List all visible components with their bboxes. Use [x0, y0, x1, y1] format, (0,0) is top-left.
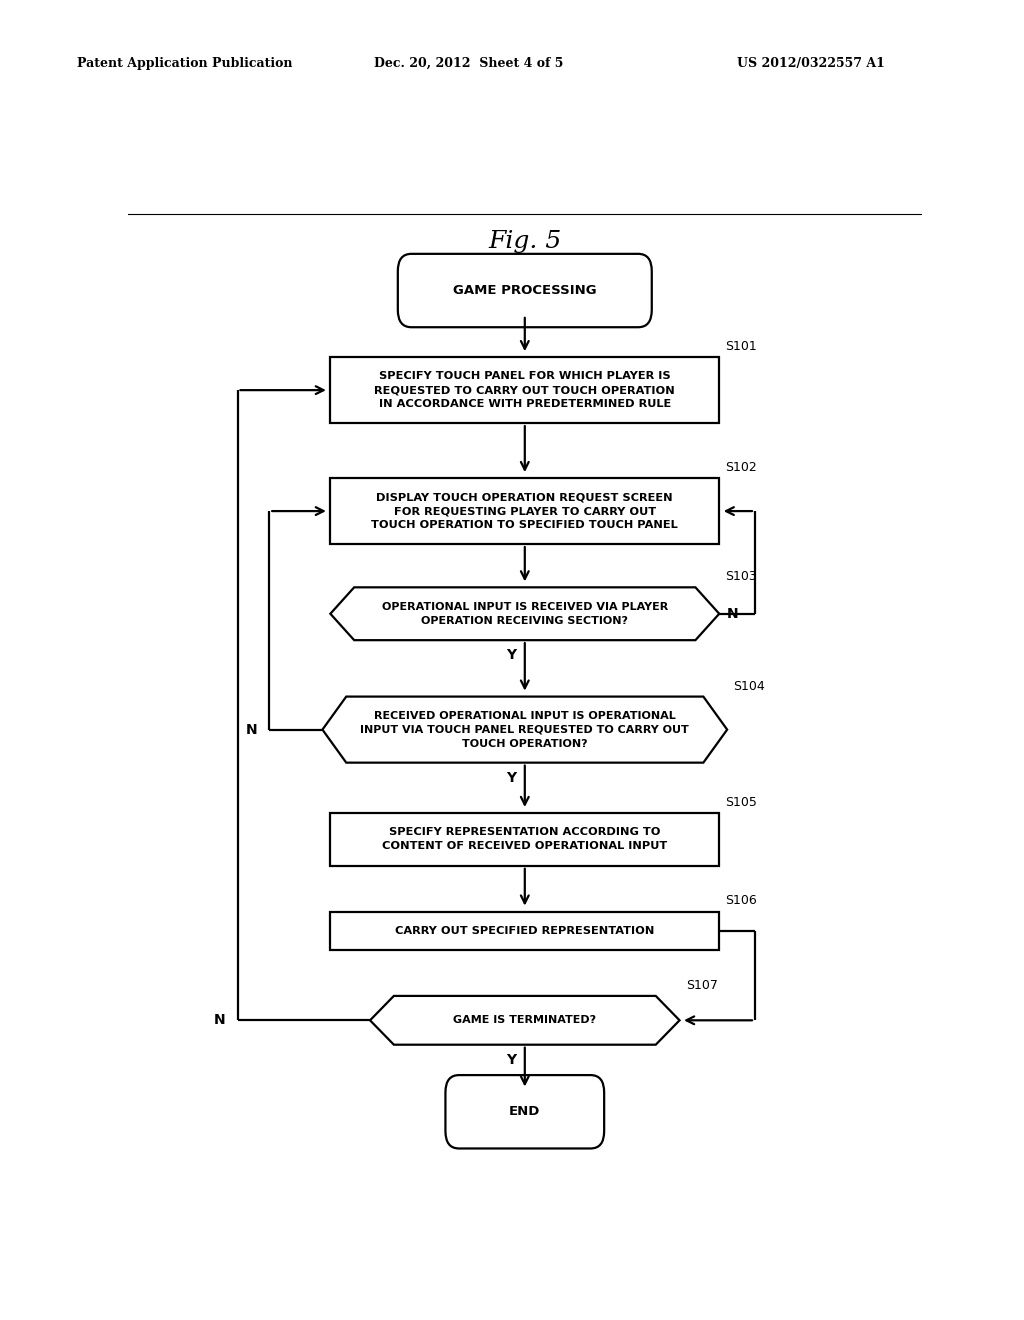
Text: N: N [727, 607, 738, 620]
Text: S106: S106 [726, 895, 758, 907]
Text: Y: Y [506, 648, 516, 663]
Text: CARRY OUT SPECIFIED REPRESENTATION: CARRY OUT SPECIFIED REPRESENTATION [395, 925, 654, 936]
Text: Y: Y [506, 1053, 516, 1067]
Text: S103: S103 [726, 570, 758, 583]
Text: GAME IS TERMINATED?: GAME IS TERMINATED? [454, 1015, 596, 1026]
Text: SPECIFY TOUCH PANEL FOR WHICH PLAYER IS
REQUESTED TO CARRY OUT TOUCH OPERATION
I: SPECIFY TOUCH PANEL FOR WHICH PLAYER IS … [375, 371, 675, 409]
Text: Patent Application Publication: Patent Application Publication [77, 57, 292, 70]
Text: DISPLAY TOUCH OPERATION REQUEST SCREEN
FOR REQUESTING PLAYER TO CARRY OUT
TOUCH : DISPLAY TOUCH OPERATION REQUEST SCREEN F… [372, 492, 678, 531]
Text: GAME PROCESSING: GAME PROCESSING [453, 284, 597, 297]
Text: END: END [509, 1105, 541, 1118]
Text: N: N [246, 722, 257, 737]
Text: Dec. 20, 2012  Sheet 4 of 5: Dec. 20, 2012 Sheet 4 of 5 [374, 57, 563, 70]
Text: S101: S101 [726, 341, 758, 352]
Bar [331, 912, 719, 950]
Bar [331, 478, 719, 544]
FancyBboxPatch shape [445, 1074, 604, 1148]
Text: RECEIVED OPERATIONAL INPUT IS OPERATIONAL
INPUT VIA TOUCH PANEL REQUESTED TO CAR: RECEIVED OPERATIONAL INPUT IS OPERATIONA… [360, 710, 689, 748]
Text: US 2012/0322557 A1: US 2012/0322557 A1 [737, 57, 885, 70]
Text: S104: S104 [733, 680, 765, 693]
Text: Fig. 5: Fig. 5 [488, 230, 561, 252]
Bar [331, 813, 719, 866]
Polygon shape [370, 995, 680, 1044]
Text: OPERATIONAL INPUT IS RECEIVED VIA PLAYER
OPERATION RECEIVING SECTION?: OPERATIONAL INPUT IS RECEIVED VIA PLAYER… [382, 602, 668, 626]
Bar [331, 358, 719, 424]
Text: S107: S107 [686, 979, 718, 991]
Text: SPECIFY REPRESENTATION ACCORDING TO
CONTENT OF RECEIVED OPERATIONAL INPUT: SPECIFY REPRESENTATION ACCORDING TO CONT… [382, 828, 668, 851]
FancyBboxPatch shape [397, 253, 651, 327]
Text: Y: Y [506, 771, 516, 785]
Polygon shape [323, 697, 727, 763]
Text: S105: S105 [726, 796, 758, 809]
Text: S102: S102 [726, 461, 758, 474]
Text: N: N [214, 1014, 225, 1027]
Polygon shape [331, 587, 719, 640]
